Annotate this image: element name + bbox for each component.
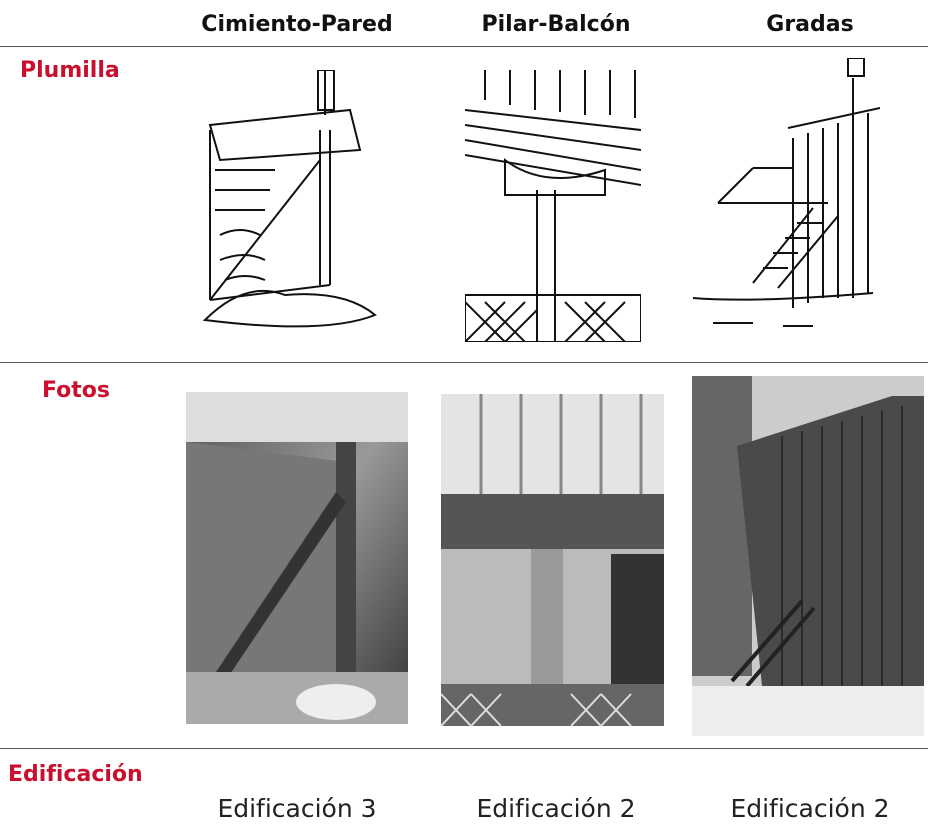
- row-label: Edificación: [8, 762, 143, 787]
- divider: [0, 46, 928, 47]
- sketch: [693, 58, 880, 327]
- column-header: Cimiento-Pared: [201, 12, 393, 37]
- divider: [0, 748, 928, 749]
- divider: [0, 362, 928, 363]
- column-header: Gradas: [766, 12, 854, 37]
- column-header: Pilar-Balcón: [481, 12, 631, 37]
- photo: [692, 376, 924, 736]
- row-label: Plumilla: [20, 58, 120, 83]
- row-label: Fotos: [42, 378, 110, 403]
- sketch: [465, 70, 641, 342]
- photo: [186, 392, 408, 724]
- cell-text: Edificación 2: [730, 794, 890, 823]
- cell-text: Edificación 3: [217, 794, 377, 823]
- cell-text: Edificación 2: [476, 794, 636, 823]
- sketch: [202, 70, 377, 328]
- photo: [441, 394, 664, 726]
